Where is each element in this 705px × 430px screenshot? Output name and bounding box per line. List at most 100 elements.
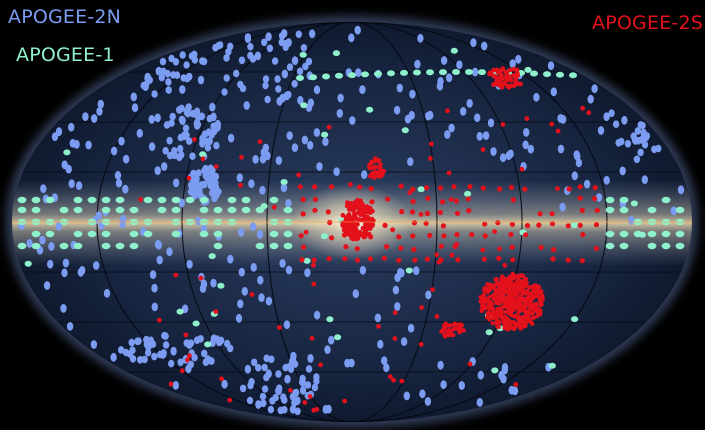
- apogee-2n-field: [282, 43, 289, 51]
- apogee-1-field: [185, 196, 195, 204]
- apogee-2n-field: [215, 41, 222, 50]
- apogee-1-field: [619, 242, 629, 250]
- apogee-2s-field: [483, 306, 488, 311]
- apogee-2s-field: [524, 116, 530, 121]
- apogee-1-field: [439, 69, 447, 76]
- apogee-2s-field: [496, 255, 502, 261]
- apogee-2s-field: [521, 314, 527, 320]
- apogee-2s-field: [381, 255, 387, 261]
- apogee-2n-field: [295, 30, 302, 39]
- apogee-2s-field: [173, 272, 179, 278]
- apogee-2s-field: [410, 233, 416, 239]
- apogee-2s-field: [364, 204, 370, 210]
- apogee-1-field: [675, 206, 685, 214]
- apogee-2n-field: [523, 127, 530, 137]
- apogee-2n-field: [615, 139, 622, 147]
- apogee-2n-field: [211, 127, 218, 136]
- apogee-2s-field: [345, 223, 351, 229]
- apogee-2s-field: [371, 175, 377, 180]
- apogee-2s-field: [370, 222, 376, 228]
- apogee-2n-field: [217, 336, 225, 345]
- apogee-2n-field: [263, 373, 270, 382]
- apogee-1-field: [208, 253, 216, 260]
- apogee-2n-field: [274, 75, 281, 83]
- apogee-1-field: [129, 242, 139, 250]
- apogee-2n-field: [256, 230, 264, 239]
- apogee-2n-field: [595, 193, 603, 202]
- apogee-1-field: [413, 69, 421, 76]
- apogee-2n-field: [324, 345, 331, 355]
- apogee-2s-field: [438, 243, 444, 249]
- apogee-2s-field: [350, 222, 355, 227]
- apogee-2n-field: [262, 75, 270, 83]
- apogee-2s-field: [526, 303, 531, 308]
- apogee-1-field: [171, 206, 181, 214]
- apogee-1-field: [675, 230, 685, 238]
- apogee-2n-field: [322, 405, 329, 414]
- apogee-2s-field: [325, 209, 331, 215]
- apogee-2n-field: [168, 359, 175, 368]
- apogee-2n-field: [259, 392, 267, 401]
- apogee-2n-field: [313, 85, 321, 95]
- apogee-2s-field: [200, 156, 206, 162]
- apogee-2n-field: [227, 254, 234, 264]
- apogee-1-field: [227, 196, 237, 204]
- apogee-2s-field: [296, 172, 302, 178]
- apogee-1-field: [101, 230, 111, 238]
- apogee-2s-field: [396, 257, 402, 263]
- apogee-2n-field: [299, 385, 307, 395]
- apogee-2n-field: [407, 323, 415, 333]
- apogee-2n-field: [179, 51, 186, 59]
- apogee-2n-field: [574, 151, 581, 161]
- apogee-2s-field: [311, 257, 317, 263]
- apogee-2s-field: [503, 321, 508, 327]
- apogee-2n-field: [51, 132, 59, 142]
- apogee-2s-field: [496, 78, 502, 84]
- apogee-2s-field: [350, 208, 356, 213]
- apogee-2s-field: [369, 171, 375, 177]
- apogee-2s-field: [500, 315, 505, 321]
- apogee-2s-field: [356, 205, 362, 211]
- apogee-2n-field: [177, 358, 184, 367]
- apogee-1-field: [73, 242, 83, 250]
- apogee-2n-field: [243, 101, 250, 110]
- apogee-2n-field: [207, 176, 215, 184]
- apogee-2n-field: [297, 95, 304, 105]
- apogee-2n-field: [68, 179, 75, 189]
- apogee-2n-field: [292, 388, 300, 397]
- apogee-2n-field: [583, 179, 591, 189]
- apogee-2n-field: [168, 54, 175, 63]
- apogee-2n-field: [131, 103, 139, 113]
- apogee-2s-field: [398, 183, 404, 189]
- apogee-2s-field: [493, 315, 499, 320]
- apogee-2n-field: [482, 131, 490, 141]
- apogee-2s-field: [367, 165, 373, 171]
- apogee-1-field: [255, 242, 265, 250]
- apogee-2n-field: [200, 57, 208, 66]
- apogee-2n-field: [206, 114, 213, 123]
- apogee-2n-field: [227, 42, 234, 51]
- apogee-2n-field: [249, 55, 257, 63]
- apogee-2n-field: [151, 302, 158, 312]
- apogee-2s-field: [350, 204, 355, 210]
- apogee-1-field: [73, 206, 83, 214]
- apogee-2s-field: [382, 222, 388, 228]
- apogee-2n-field: [134, 337, 141, 346]
- apogee-2n-field: [283, 320, 291, 330]
- apogee-2s-field: [478, 299, 483, 304]
- apogee-2s-field: [555, 186, 560, 192]
- apogee-2n-field: [236, 173, 243, 183]
- apogee-2n-field: [336, 109, 343, 118]
- apogee-1-field: [303, 257, 311, 264]
- apogee-2s-field: [311, 262, 316, 268]
- apogee-2n-field: [161, 162, 168, 171]
- apogee-2n-field: [409, 89, 416, 99]
- apogee-2n-field: [261, 38, 268, 47]
- apogee-2n-field: [285, 90, 292, 99]
- apogee-2s-field: [566, 186, 572, 192]
- apogee-2s-field: [437, 185, 444, 191]
- apogee-2s-field: [378, 173, 384, 179]
- apogee-2s-field: [185, 357, 190, 363]
- apogee-2n-field: [115, 178, 123, 188]
